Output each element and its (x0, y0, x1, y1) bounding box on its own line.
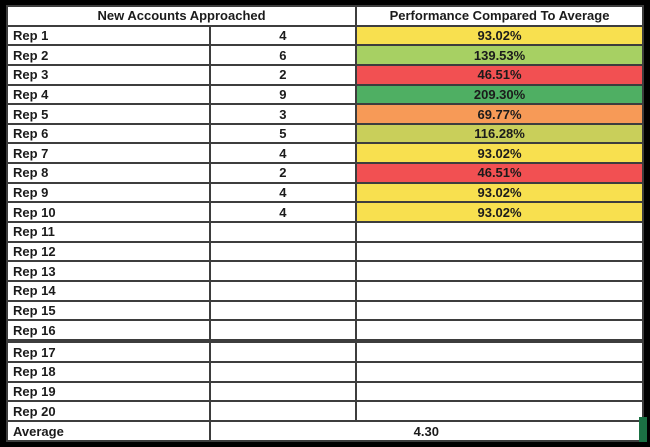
performance-value-cell (355, 260, 644, 282)
performance-value-cell: 69.77% (355, 103, 644, 125)
rep-name-cell: Rep 17 (6, 339, 211, 364)
table-row: Rep 16 (6, 319, 644, 343)
accounts-value-cell: 5 (208, 122, 358, 145)
performance-value-cell: 46.51% (355, 63, 644, 86)
table-row: Rep 15 (6, 299, 644, 322)
accounts-value-cell (208, 380, 358, 403)
accounts-value-cell (208, 319, 358, 343)
table-row: Rep 10 4 93.02% (6, 201, 644, 224)
performance-value-cell (355, 299, 644, 322)
average-label-cell: Average (6, 420, 211, 442)
green-corner-marker (639, 417, 647, 442)
performance-value-cell: 139.53% (355, 44, 644, 66)
rep-name-cell: Rep 14 (6, 279, 211, 302)
rep-name-cell: Rep 11 (6, 221, 211, 243)
table-row: Rep 7 4 93.02% (6, 142, 644, 165)
table-row: Rep 18 (6, 361, 644, 383)
accounts-value-cell: 2 (208, 162, 358, 184)
accounts-value-cell (208, 361, 358, 383)
table-row: Rep 8 2 46.51% (6, 162, 644, 184)
table-row: Rep 2 6 139.53% (6, 44, 644, 66)
header-row: New Accounts Approached Performance Comp… (5, 5, 644, 27)
table-row: Rep 19 (6, 380, 644, 403)
rep-name-cell: Rep 7 (6, 142, 211, 165)
performance-table: New Accounts Approached Performance Comp… (5, 5, 645, 442)
performance-value-cell (355, 400, 644, 423)
performance-value-cell (355, 339, 644, 364)
performance-value-cell: 46.51% (355, 162, 644, 184)
header-performance: Performance Compared To Average (355, 5, 644, 27)
performance-value-cell (355, 279, 644, 302)
accounts-value-cell: 4 (208, 142, 358, 165)
rep-name-cell: Rep 8 (6, 162, 211, 184)
performance-value-cell (355, 240, 644, 263)
rep-name-cell: Rep 13 (6, 260, 211, 282)
accounts-value-cell (208, 260, 358, 282)
table-row: Rep 4 9 209.30% (6, 83, 644, 106)
average-row: Average 4.30 (6, 420, 645, 442)
rep-name-cell: Rep 5 (6, 103, 211, 125)
performance-value-cell: 93.02% (355, 142, 644, 165)
rep-name-cell: Rep 12 (6, 240, 211, 263)
header-new-accounts: New Accounts Approached (5, 5, 358, 27)
table-row: Rep 17 (6, 339, 644, 364)
table-row: Rep 11 (6, 221, 644, 243)
performance-value-cell: 93.02% (355, 24, 644, 47)
table-row: Rep 13 (6, 260, 644, 282)
table-row: Rep 20 (6, 400, 644, 423)
accounts-value-cell (208, 221, 358, 243)
rep-name-cell: Rep 18 (6, 361, 211, 383)
rep-name-cell: Rep 2 (6, 44, 211, 66)
rep-name-cell: Rep 9 (6, 181, 211, 204)
table-row: Rep 1 4 93.02% (6, 24, 644, 47)
accounts-value-cell (208, 279, 358, 302)
accounts-value-cell: 2 (208, 63, 358, 86)
performance-value-cell: 93.02% (355, 181, 644, 204)
table-row: Rep 9 4 93.02% (6, 181, 644, 204)
rep-name-cell: Rep 4 (6, 83, 211, 106)
table-row: Rep 5 3 69.77% (6, 103, 644, 125)
rep-name-cell: Rep 20 (6, 400, 211, 423)
rep-name-cell: Rep 19 (6, 380, 211, 403)
accounts-value-cell: 4 (208, 24, 358, 47)
rep-name-cell: Rep 10 (6, 201, 211, 224)
performance-value-cell: 93.02% (355, 201, 644, 224)
accounts-value-cell (208, 400, 358, 423)
accounts-value-cell (208, 339, 358, 364)
table-row: Rep 3 2 46.51% (6, 63, 644, 86)
performance-value-cell: 116.28% (355, 122, 644, 145)
performance-value-cell: 209.30% (355, 83, 644, 106)
performance-value-cell (355, 380, 644, 403)
accounts-value-cell: 6 (208, 44, 358, 66)
accounts-value-cell (208, 240, 358, 263)
performance-value-cell (355, 361, 644, 383)
rep-name-cell: Rep 15 (6, 299, 211, 322)
accounts-value-cell: 9 (208, 83, 358, 106)
rep-name-cell: Rep 1 (6, 24, 211, 47)
accounts-value-cell: 4 (208, 181, 358, 204)
rep-name-cell: Rep 16 (6, 319, 211, 343)
average-value-cell: 4.30 (208, 420, 645, 442)
performance-value-cell (355, 221, 644, 243)
table-row: Rep 6 5 116.28% (6, 122, 644, 145)
table-row: Rep 12 (6, 240, 644, 263)
accounts-value-cell: 4 (208, 201, 358, 224)
performance-value-cell (355, 319, 644, 343)
accounts-value-cell: 3 (208, 103, 358, 125)
accounts-value-cell (208, 299, 358, 322)
table-row: Rep 14 (6, 279, 644, 302)
rep-name-cell: Rep 3 (6, 63, 211, 86)
rep-name-cell: Rep 6 (6, 122, 211, 145)
